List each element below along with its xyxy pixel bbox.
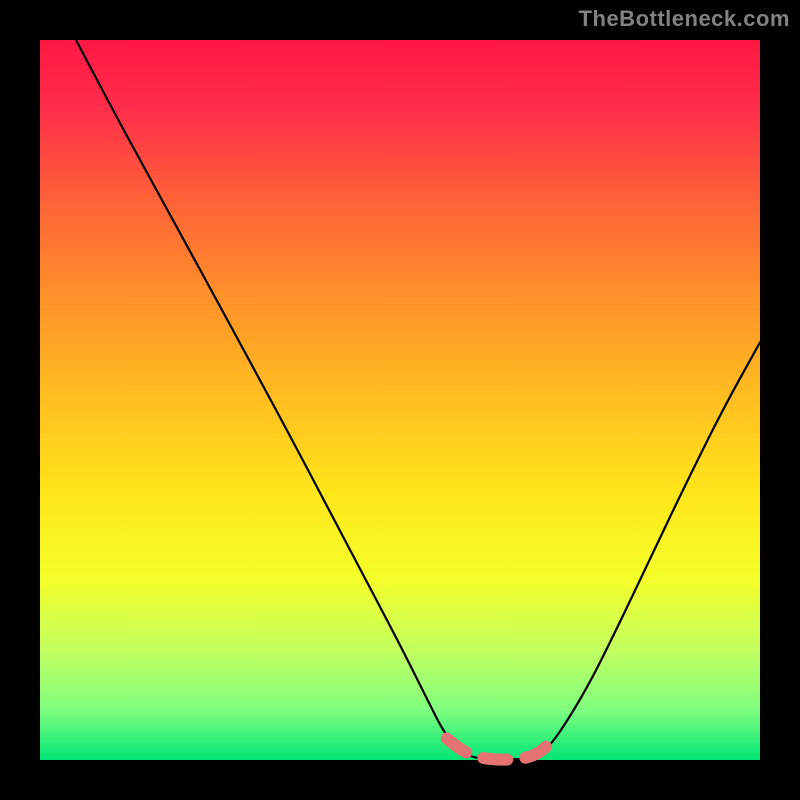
plot-background	[40, 40, 760, 760]
chart-frame: TheBottleneck.com	[0, 0, 800, 800]
watermark-text: TheBottleneck.com	[579, 6, 790, 32]
bottleneck-curve-chart	[0, 0, 800, 800]
